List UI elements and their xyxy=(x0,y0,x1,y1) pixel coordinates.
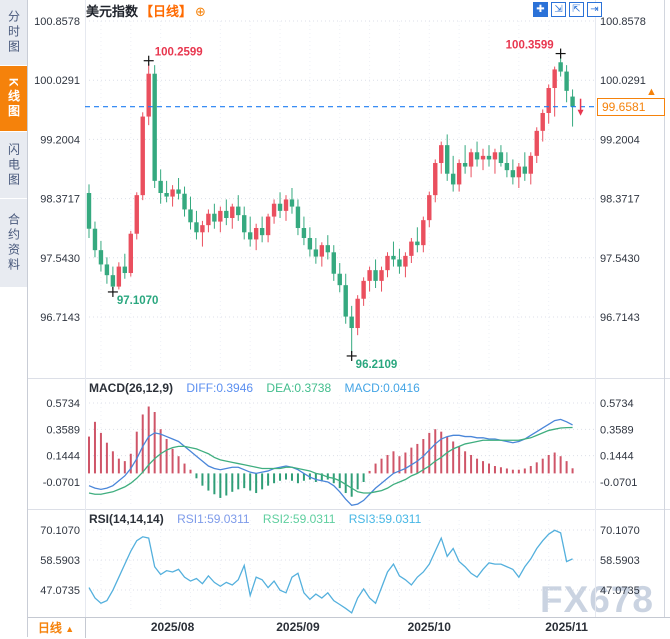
sidebar-item-time-chart[interactable]: 分时图 xyxy=(0,0,27,66)
rsi-header: RSI(14,14,14) RSI1:59.0311 RSI2:59.0311 … xyxy=(89,512,431,526)
sidebar-item-kline-chart[interactable]: K线图 xyxy=(0,66,27,132)
svg-text:100.0291: 100.0291 xyxy=(34,75,80,87)
svg-text:0.3589: 0.3589 xyxy=(46,424,80,436)
svg-text:0.3589: 0.3589 xyxy=(600,424,634,436)
sidebar-item-lightning-chart[interactable]: 闪电图 xyxy=(0,132,27,199)
svg-text:100.3599: 100.3599 xyxy=(506,40,554,52)
rsi1-label: RSI1:59.0311 xyxy=(177,512,250,526)
sidebar-item-label: 分时图 xyxy=(6,10,21,55)
period-selector-label: 日线 xyxy=(37,621,62,635)
chart-toolbar: ✚ ⇲ ⇱ ⇥ xyxy=(530,2,602,17)
svg-text:-0.0701: -0.0701 xyxy=(600,477,637,489)
svg-text:100.0291: 100.0291 xyxy=(600,75,646,87)
crosshair-icon[interactable]: ✚ xyxy=(533,2,548,17)
svg-text:47.0735: 47.0735 xyxy=(40,585,80,597)
svg-text:-0.0701: -0.0701 xyxy=(43,477,80,489)
macd-diff-label: DIFF:0.3946 xyxy=(186,381,254,395)
watermark: FX678 xyxy=(540,579,655,620)
svg-text:0.1444: 0.1444 xyxy=(46,451,80,463)
svg-text:97.5430: 97.5430 xyxy=(40,253,80,265)
svg-text:96.7143: 96.7143 xyxy=(600,312,640,324)
period-tag: 【日线】 xyxy=(140,4,193,19)
symbol-title: 美元指数 xyxy=(86,4,139,19)
svg-text:98.3717: 98.3717 xyxy=(600,194,640,206)
svg-text:70.1070: 70.1070 xyxy=(600,525,640,537)
x-axis-label: 2025/10 xyxy=(407,620,451,634)
svg-text:0.5734: 0.5734 xyxy=(46,398,80,410)
macd-name-label: MACD(26,12,9) xyxy=(89,381,174,395)
sidebar-item-label: 合约资料 xyxy=(6,213,21,273)
svg-text:99.2004: 99.2004 xyxy=(600,134,640,146)
x-axis-label: 2025/08 xyxy=(150,620,195,634)
svg-text:97.1070: 97.1070 xyxy=(117,295,159,307)
svg-text:70.1070: 70.1070 xyxy=(40,525,80,537)
sidebar: 分时图 K线图 闪电图 合约资料 xyxy=(0,0,28,637)
add-indicator-icon[interactable]: ⊕ xyxy=(195,4,206,19)
sidebar-item-contract-info[interactable]: 合约资料 xyxy=(0,199,27,288)
macd-header: MACD(26,12,9) DIFF:0.3946 DEA:0.3738 MAC… xyxy=(89,381,430,395)
svg-text:58.5903: 58.5903 xyxy=(40,555,80,567)
zoom-fit-icon[interactable]: ⇲ xyxy=(551,2,566,17)
svg-text:100.8578: 100.8578 xyxy=(600,16,646,28)
svg-text:97.5430: 97.5430 xyxy=(600,253,640,265)
current-price-tag: 99.6581 xyxy=(597,97,665,116)
x-axis-bar: 日线 ▲ 2025/08 2025/09 2025/10 2025/11 xyxy=(27,617,670,638)
svg-text:96.2109: 96.2109 xyxy=(356,359,398,371)
svg-text:98.3717: 98.3717 xyxy=(40,194,80,206)
rsi3-label: RSI3:59.0311 xyxy=(348,512,422,526)
chevron-up-icon: ▲ xyxy=(65,624,75,634)
svg-text:100.2599: 100.2599 xyxy=(155,47,203,59)
x-axis-label: 2025/11 xyxy=(545,620,588,634)
svg-text:100.8578: 100.8578 xyxy=(34,16,80,28)
macd-value-label: MACD:0.0416 xyxy=(344,381,420,395)
exit-icon[interactable]: ⇥ xyxy=(587,2,602,17)
svg-text:96.7143: 96.7143 xyxy=(40,312,80,324)
zoom-scale-icon[interactable]: ⇱ xyxy=(569,2,584,17)
period-selector[interactable]: 日线 ▲ xyxy=(27,618,86,638)
svg-text:58.5903: 58.5903 xyxy=(600,555,640,567)
macd-dea-label: DEA:0.3738 xyxy=(266,381,332,395)
rsi2-label: RSI2:59.0311 xyxy=(262,512,336,526)
x-axis-label: 2025/09 xyxy=(276,620,320,634)
price-up-arrow-icon: ▲ xyxy=(646,85,657,98)
sidebar-item-label: K线图 xyxy=(6,77,21,120)
rsi-name-label: RSI(14,14,14) xyxy=(89,512,164,526)
chart-title-bar: 美元指数 【日线】 ⊕ xyxy=(86,1,206,20)
sidebar-item-label: 闪电图 xyxy=(6,142,21,188)
svg-text:0.5734: 0.5734 xyxy=(600,398,634,410)
svg-text:0.1444: 0.1444 xyxy=(600,451,634,463)
svg-text:99.2004: 99.2004 xyxy=(40,134,80,146)
